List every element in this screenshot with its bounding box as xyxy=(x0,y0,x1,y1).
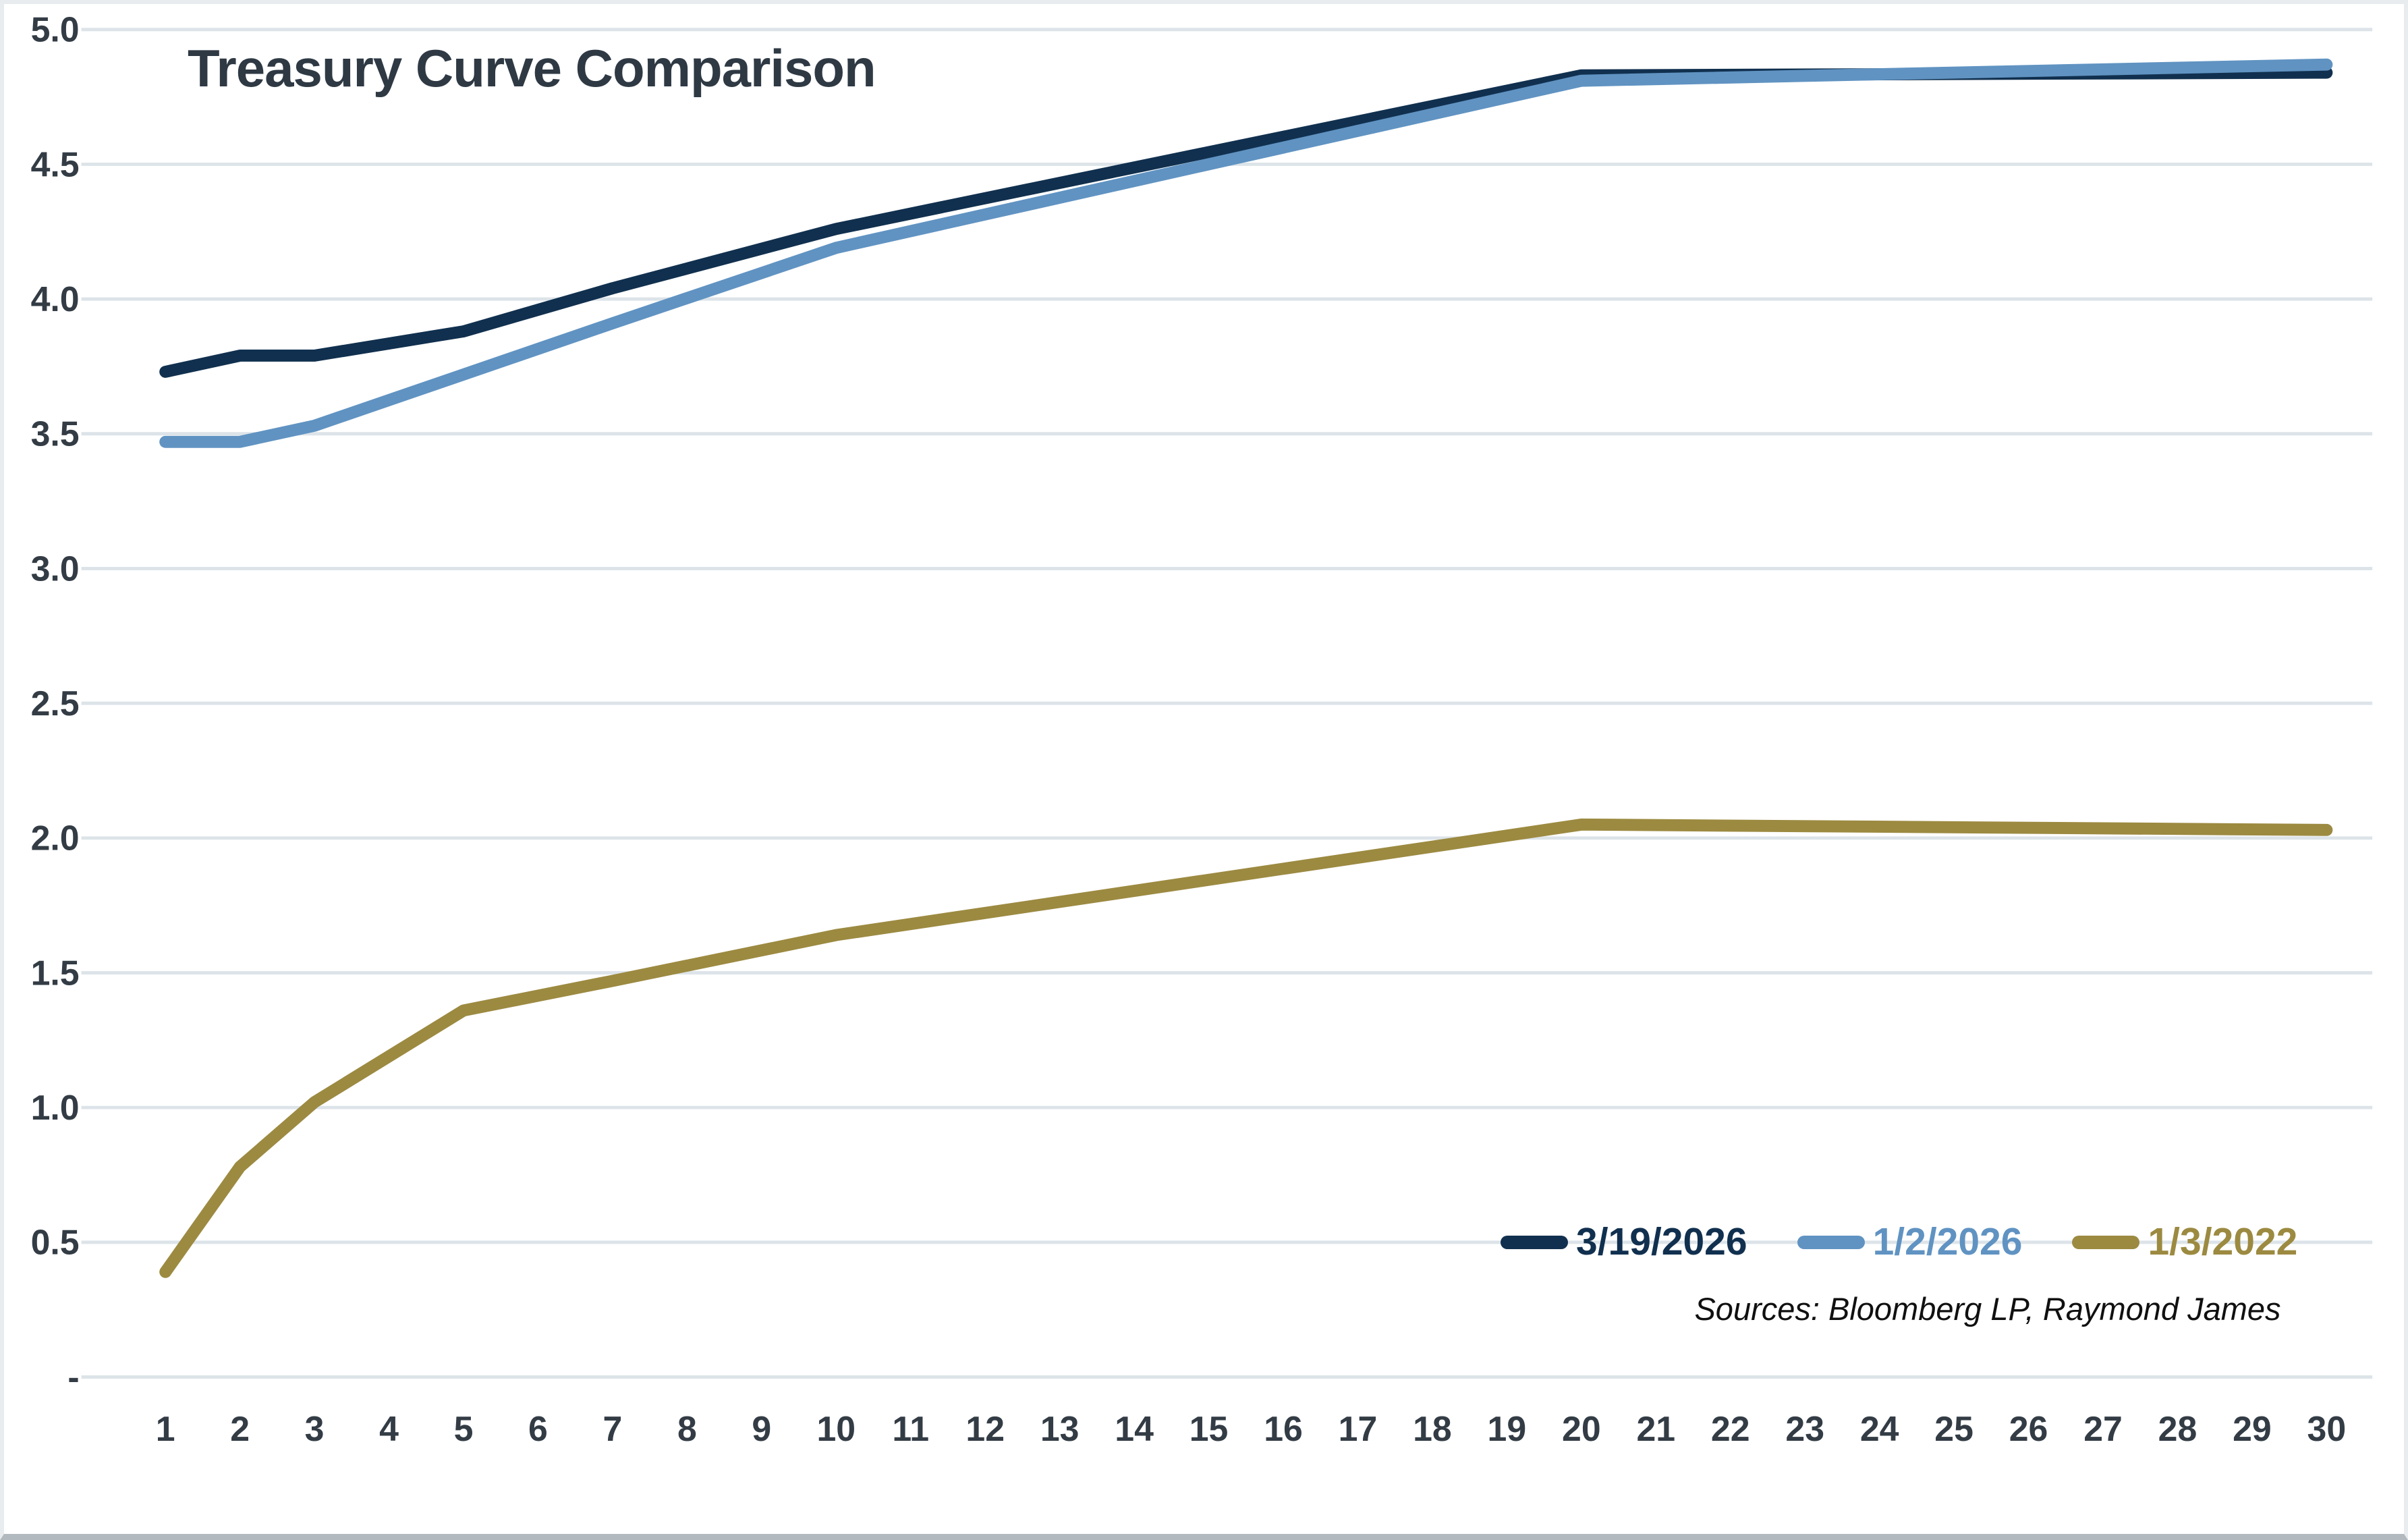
x-tick-label: 13 xyxy=(1040,1409,1080,1448)
x-tick-label: 30 xyxy=(2307,1409,2347,1448)
x-tick-label: 29 xyxy=(2233,1409,2272,1448)
x-tick-label: 15 xyxy=(1189,1409,1229,1448)
legend-swatch-1-3-2022 xyxy=(2072,1235,2140,1249)
x-tick-label: 26 xyxy=(2009,1409,2048,1448)
legend-item-1-3-2022: 1/3/2022 xyxy=(2072,1223,2297,1261)
series-line-1-3-2022 xyxy=(159,818,2333,1278)
x-tick-label: 3 xyxy=(305,1409,325,1448)
treasury-curve-plot: 5.04.54.03.53.02.52.01.51.00.5-1 2 3 4 5 6 7 8 9… xyxy=(31,10,2373,1448)
x-tick-label: 20 xyxy=(1562,1409,1601,1448)
x-tick-label: 11 xyxy=(892,1409,929,1448)
y-tick-label: 2.0 xyxy=(31,819,80,858)
x-tick-label: 14 xyxy=(1115,1409,1154,1448)
legend-label-1-2-2026: 1/2/2026 xyxy=(1872,1220,2023,1263)
legend-swatch-1-2-2026 xyxy=(1797,1235,1865,1249)
x-tick-label: 27 xyxy=(2083,1409,2123,1448)
legend: 3/19/2026 1/2/2026 1/3/2022 xyxy=(1501,1223,2297,1261)
y-tick-label: 1.0 xyxy=(31,1088,80,1127)
legend-label-1-3-2022: 1/3/2022 xyxy=(2148,1220,2298,1263)
series-line-1-2-2026 xyxy=(159,58,2333,448)
x-tick-label: 4 xyxy=(379,1409,399,1448)
legend-swatch-3-19-2026 xyxy=(1501,1235,1568,1249)
y-tick-label: 3.0 xyxy=(31,549,80,588)
x-tick-label: 2 xyxy=(230,1409,250,1448)
legend-item-3-19-2026: 3/19/2026 xyxy=(1501,1223,1747,1261)
y-tick-label: 3.5 xyxy=(31,414,80,453)
x-tick-label: 1 xyxy=(156,1409,175,1448)
y-tick-label: 0.5 xyxy=(31,1223,80,1262)
x-tick-label: 10 xyxy=(816,1409,856,1448)
chart-title: Treasury Curve Comparison xyxy=(188,38,876,98)
y-tick-label: 5.0 xyxy=(31,10,80,49)
series-line-3-19-2026 xyxy=(159,66,2333,378)
y-tick-label: 4.5 xyxy=(31,144,80,184)
x-tick-label: 6 xyxy=(528,1409,548,1448)
x-tick-label: 16 xyxy=(1264,1409,1303,1448)
y-tick-label: 4.0 xyxy=(31,279,80,319)
x-tick-label: 28 xyxy=(2158,1409,2197,1448)
x-tick-label: 17 xyxy=(1339,1409,1378,1448)
x-tick-label: 7 xyxy=(603,1409,623,1448)
x-tick-label: 5 xyxy=(454,1409,474,1448)
x-tick-label: 12 xyxy=(965,1409,1005,1448)
legend-item-1-2-2026: 1/2/2026 xyxy=(1797,1220,2023,1263)
source-note: Sources: Bloomberg LP, Raymond James xyxy=(1694,1291,2281,1327)
x-tick-label: 23 xyxy=(1785,1409,1824,1448)
x-tick-label: 8 xyxy=(677,1409,697,1448)
x-tick-label: 22 xyxy=(1711,1409,1750,1448)
x-tick-label: 18 xyxy=(1413,1409,1452,1448)
x-tick-label: 25 xyxy=(1934,1409,1973,1448)
y-tick-label: 1.5 xyxy=(31,953,80,992)
y-tick-label: 2.5 xyxy=(31,684,80,723)
x-tick-label: 24 xyxy=(1860,1409,1899,1448)
x-tick-label: 9 xyxy=(752,1409,771,1448)
y-tick-label: - xyxy=(67,1357,79,1396)
x-tick-label: 21 xyxy=(1636,1409,1675,1448)
x-tick-label: 19 xyxy=(1488,1409,1527,1448)
legend-label-3-19-2026: 3/19/2026 xyxy=(1576,1220,1747,1263)
